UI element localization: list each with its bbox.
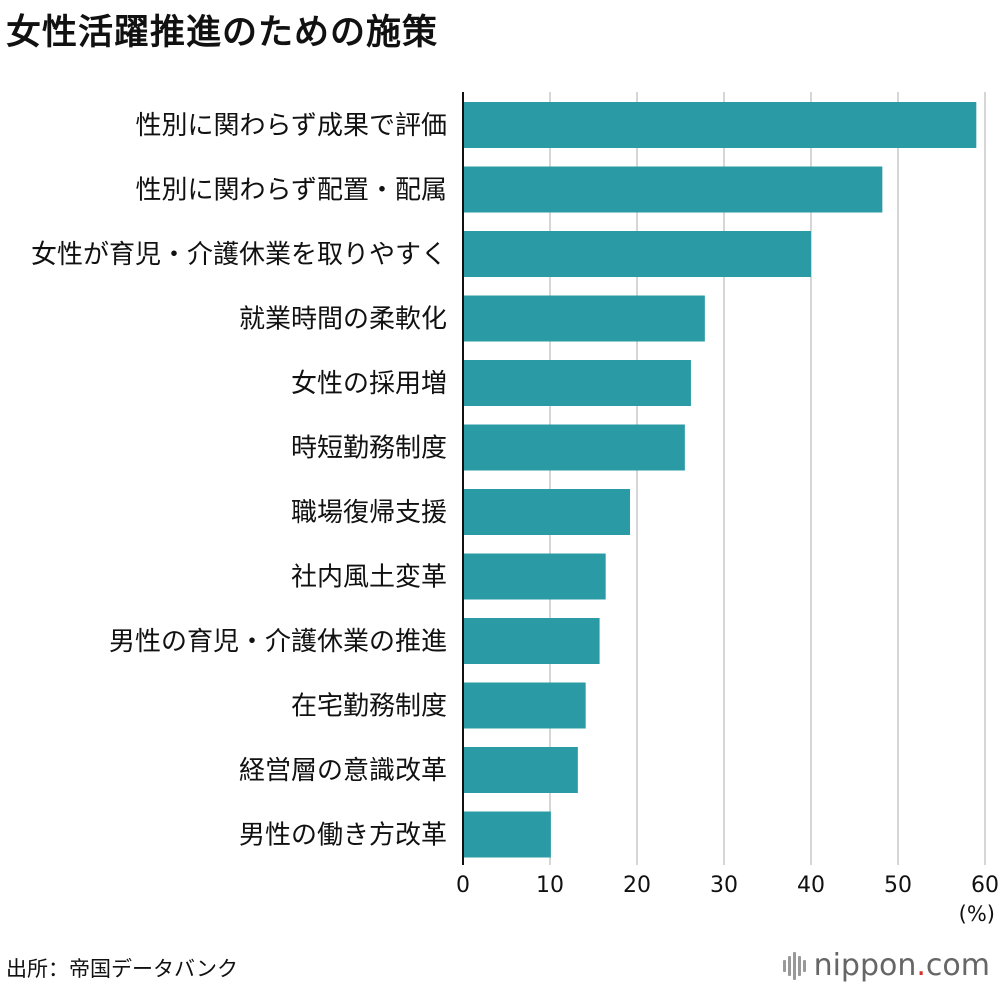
category-label: 在宅勤務制度	[291, 692, 447, 722]
category-label: 男性の育児・介護休業の推進	[109, 627, 447, 657]
x-tick-label: 40	[797, 873, 825, 898]
x-tick-label: 50	[884, 873, 912, 898]
unit-label: (%)	[959, 902, 995, 926]
logo-tld-text: com	[925, 948, 990, 983]
bar	[463, 231, 811, 277]
bar	[463, 489, 631, 535]
category-label: 女性の採用増	[291, 369, 447, 399]
category-label: 時短勤務制度	[291, 434, 447, 464]
bar	[463, 618, 600, 664]
bar	[463, 424, 685, 471]
source-note: 出所：帝国データバンク	[6, 957, 239, 981]
chart-title: 女性活躍推進のための施策	[6, 13, 439, 53]
bar	[463, 295, 705, 342]
category-label: 社内風土変革	[291, 563, 447, 593]
bar	[463, 360, 691, 406]
x-tick-label: 20	[623, 873, 651, 898]
logo-mark-icon	[782, 951, 808, 980]
category-label: 男性の働き方改革	[239, 821, 447, 851]
x-tick-label: 0	[456, 873, 470, 898]
category-label: 性別に関わらず配置・配属	[136, 176, 447, 206]
bar	[463, 747, 578, 793]
category-label: 職場復帰支援	[291, 498, 447, 528]
logo-main-text: nippon	[813, 948, 917, 983]
category-label: 就業時間の柔軟化	[239, 305, 447, 335]
bar	[463, 166, 883, 213]
nippon-logo: nippon. com	[782, 948, 990, 983]
category-label: 性別に関わらず成果で評価	[136, 111, 447, 141]
category-label: 女性が育児・介護休業を取りやすく	[31, 240, 447, 270]
category-label: 経営層の意識改革	[239, 756, 447, 786]
bar	[463, 682, 586, 729]
x-tick-label: 60	[971, 873, 999, 898]
logo-dot: .	[916, 948, 926, 983]
bar	[463, 102, 977, 148]
bar	[463, 811, 551, 858]
bar-chart: 性別に関わらず成果で評価性別に関わらず配置・配属女性が育児・介護休業を取りやすく…	[31, 92, 999, 926]
x-tick-label: 30	[710, 873, 738, 898]
x-tick-label: 10	[536, 873, 564, 898]
bar	[463, 553, 606, 600]
